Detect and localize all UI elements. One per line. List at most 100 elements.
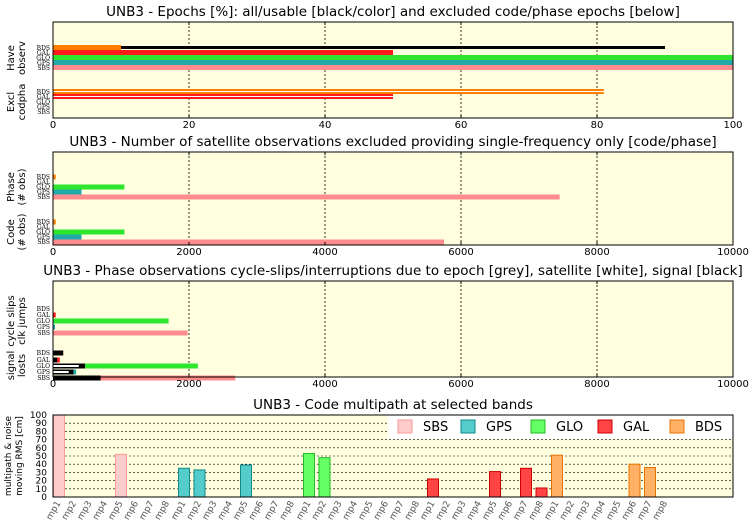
bar-satellite bbox=[53, 371, 69, 373]
y-tick-label: 40 bbox=[36, 460, 48, 470]
system-label: GPS bbox=[37, 189, 50, 196]
legend-swatch bbox=[597, 419, 613, 434]
legend-label: GLO bbox=[556, 420, 583, 435]
bar-value bbox=[53, 219, 56, 225]
bar-GAL-mp8 bbox=[535, 487, 548, 498]
bar-GLO-mp1 bbox=[303, 453, 315, 498]
group-label: Excl bbox=[6, 92, 17, 112]
x-category-label: mp8 bbox=[651, 499, 670, 522]
x-category-label: mp4 bbox=[465, 499, 484, 522]
x-tick-label: 8000 bbox=[584, 379, 609, 390]
x-category-label: mp2 bbox=[558, 500, 577, 523]
chart-title: UNB3 - Number of satellite observations … bbox=[69, 134, 716, 150]
x-category-label: mp1 bbox=[170, 500, 189, 523]
y-tick-label: 20 bbox=[36, 477, 48, 487]
x-category-label: mp2 bbox=[310, 500, 329, 523]
x-category-label: mp7 bbox=[388, 500, 407, 523]
system-label: GLO bbox=[36, 229, 50, 236]
group-label: Code bbox=[6, 219, 17, 245]
x-category-label: mp7 bbox=[138, 500, 157, 523]
bar-GPS-mp2 bbox=[193, 469, 206, 498]
bar-usable bbox=[53, 45, 121, 50]
x-tick-label: 0 bbox=[50, 247, 56, 258]
chart-title: UNB3 - Code multipath at selected bands bbox=[253, 397, 533, 413]
system-label: GLO bbox=[36, 55, 50, 62]
system-label: BDS bbox=[37, 45, 50, 52]
x-tick-label: 40 bbox=[319, 120, 332, 131]
system-label: GAL bbox=[37, 312, 50, 319]
x-tick-label: 4000 bbox=[312, 379, 337, 390]
x-category-label: mp4 bbox=[341, 499, 360, 522]
x-category-label: mp1 bbox=[419, 500, 438, 523]
y-tick-label: 70 bbox=[36, 436, 48, 446]
x-category-label: mp4 bbox=[216, 499, 235, 522]
x-tick-label: 100 bbox=[723, 120, 742, 131]
chart-title: UNB3 - Epochs [%]: all/usable [black/col… bbox=[106, 4, 680, 20]
group-label: Have bbox=[6, 45, 17, 71]
bar-value bbox=[53, 194, 560, 200]
y-tick-label: 50 bbox=[36, 452, 48, 462]
x-tick-label: 6000 bbox=[448, 379, 473, 390]
x-category-label: mp8 bbox=[403, 499, 422, 522]
group-label: cycle slips bbox=[6, 295, 17, 346]
bar-GPS-mp5 bbox=[240, 464, 252, 498]
system-label: GPS bbox=[37, 234, 50, 241]
group-label: observ bbox=[17, 41, 28, 75]
x-category-label: mp6 bbox=[372, 499, 391, 522]
system-label: GAL bbox=[37, 50, 50, 57]
legend-swatch bbox=[669, 419, 685, 434]
legend: SBS GPS GLO GAL BDS bbox=[388, 415, 733, 439]
chart-title: UNB3 - Phase observations cycle-slips/in… bbox=[43, 263, 742, 279]
group-label: codpha bbox=[17, 84, 28, 121]
x-category-label: mp3 bbox=[574, 500, 593, 523]
system-label: BDS bbox=[37, 219, 50, 226]
x-category-label: mp5 bbox=[357, 500, 376, 523]
y-tick-label: 90 bbox=[36, 419, 48, 429]
group-label: clk jumps bbox=[17, 297, 28, 345]
bar-satellite bbox=[53, 365, 79, 367]
system-label: BDS bbox=[37, 350, 50, 357]
x-tick-label: 80 bbox=[591, 120, 604, 131]
legend-swatch bbox=[530, 419, 546, 434]
x-tick-label: 2000 bbox=[176, 379, 201, 390]
bar-usable bbox=[53, 65, 733, 70]
plot-area bbox=[53, 281, 733, 377]
x-tick-label: 0 bbox=[50, 120, 56, 131]
y-tick-label: 100 bbox=[30, 411, 47, 421]
x-category-label: mp5 bbox=[232, 500, 251, 523]
bar-GLO-mp2 bbox=[318, 457, 331, 498]
legend-label: GAL bbox=[623, 420, 650, 435]
bar-value bbox=[53, 324, 56, 330]
plot-frame bbox=[52, 414, 734, 498]
x-category-label: mp1 bbox=[295, 500, 314, 523]
x-category-label: mp4 bbox=[91, 499, 110, 522]
x-tick-label: 10000 bbox=[717, 379, 749, 390]
bar-BDS-mp6 bbox=[628, 463, 641, 498]
x-category-label: mp6 bbox=[620, 499, 639, 522]
x-tick-label: 8000 bbox=[584, 247, 609, 258]
x-category-label: mp3 bbox=[201, 500, 220, 523]
x-category-label: mp1 bbox=[45, 500, 64, 523]
x-category-label: mp3 bbox=[76, 500, 95, 523]
x-category-label: mp8 bbox=[278, 499, 297, 522]
legend-label: SBS bbox=[423, 420, 448, 435]
system-label: SBS bbox=[37, 109, 50, 116]
system-label: GAL bbox=[37, 357, 50, 364]
chart-panel-3: UNB3 - Phase observations cycle-slips/in… bbox=[6, 263, 749, 390]
x-category-label: mp8 bbox=[527, 499, 546, 522]
x-category-label: mp7 bbox=[512, 500, 531, 523]
bar-value bbox=[53, 174, 56, 180]
bar-usable bbox=[53, 55, 733, 60]
x-category-label: mp2 bbox=[185, 500, 204, 523]
bar-usable bbox=[53, 60, 733, 65]
legend-swatch bbox=[397, 419, 413, 434]
x-category-label: mp7 bbox=[636, 500, 655, 523]
y-tick-label: 10 bbox=[36, 485, 48, 495]
x-tick-label: 60 bbox=[455, 120, 468, 131]
bar-value bbox=[53, 330, 188, 336]
bar-value bbox=[53, 312, 56, 318]
plot-frame bbox=[52, 280, 734, 378]
system-label: GLO bbox=[36, 184, 50, 191]
x-tick-label: 20 bbox=[183, 120, 196, 131]
